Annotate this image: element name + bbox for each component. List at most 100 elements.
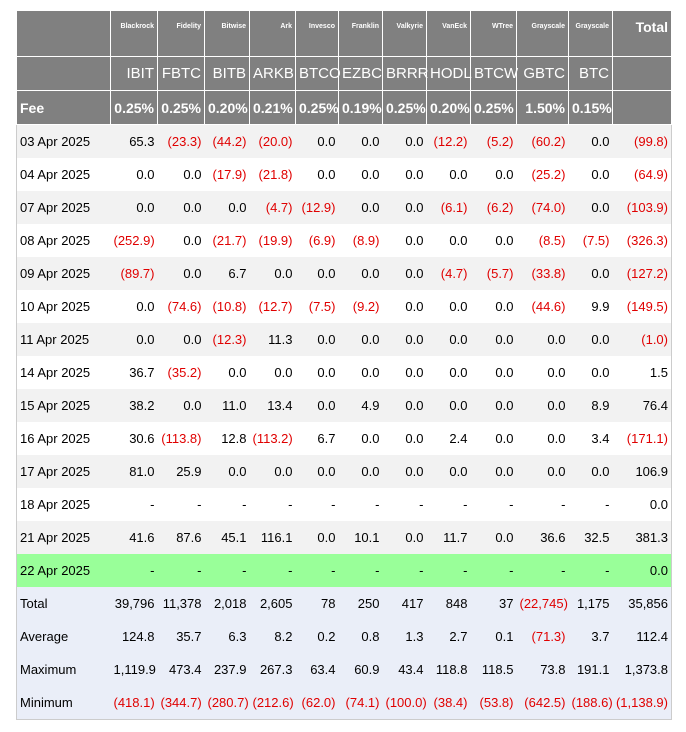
summary-row: Average 124.8 35.7 6.3 8.2 0.2 0.8 1.3 2.7 0.1 (71… [16, 620, 672, 653]
flow-cell: - [470, 554, 517, 587]
flow-cell: 0.0 [295, 257, 339, 290]
summary-cell: (188.6) [568, 686, 613, 720]
flow-cell: (10.8) [204, 290, 250, 323]
flow-cell: 0.0 [382, 124, 427, 158]
fee-value: 0.20% [426, 90, 471, 125]
flow-cell: 11.0 [204, 389, 250, 422]
flow-cell: 0.0 [295, 124, 339, 158]
flow-cell: 0.0 [249, 356, 296, 389]
table-row: 04 Apr 2025 0.0 0.0 (17.9) (21.8) 0.0 0.0 0.0 0.… [16, 158, 672, 191]
flow-cell: 0.0 [204, 356, 250, 389]
flow-cell: 0.0 [568, 158, 613, 191]
flow-cell: - [470, 488, 517, 521]
date-cell: 09 Apr 2025 [16, 257, 111, 290]
flow-cell: 36.7 [110, 356, 158, 389]
summary-cell: (418.1) [110, 686, 158, 720]
flow-cell: (12.3) [204, 323, 250, 356]
flow-cell: (6.2) [470, 191, 517, 224]
flow-cell: 0.0 [295, 521, 339, 554]
summary-cell: (74.1) [338, 686, 383, 720]
table-row: 08 Apr 2025 (252.9) 0.0 (21.7) (19.9) (6.9) (8… [16, 224, 672, 257]
issuer-header: Blackrock [110, 10, 158, 57]
date-cell: 17 Apr 2025 [16, 455, 111, 488]
date-cell: 15 Apr 2025 [16, 389, 111, 422]
date-cell: 16 Apr 2025 [16, 422, 111, 455]
date-cell: 21 Apr 2025 [16, 521, 111, 554]
date-cell: 10 Apr 2025 [16, 290, 111, 323]
issuer-header: Grayscale [568, 10, 613, 57]
ticker-header: BITB [204, 56, 250, 91]
flow-cell: 0.0 [470, 323, 517, 356]
flow-cell: (4.7) [426, 257, 471, 290]
ticker-header: BTC [568, 56, 613, 91]
table-row: 17 Apr 2025 81.0 25.9 0.0 0.0 0.0 0.0 0.0 0.0 0.0… [16, 455, 672, 488]
flow-cell: 0.0 [470, 455, 517, 488]
flow-cell: 0.0 [157, 158, 205, 191]
flow-cell: (326.3) [612, 224, 672, 257]
flow-cell: 0.0 [426, 455, 471, 488]
flow-cell: 0.0 [382, 158, 427, 191]
flow-cell: (8.5) [516, 224, 569, 257]
issuer-header: Franklin [338, 10, 383, 57]
ticker-header: HODL [426, 56, 472, 91]
corner-cell [16, 10, 111, 57]
flow-cell: - [516, 488, 569, 521]
flow-cell: 0.0 [568, 257, 613, 290]
flow-cell: (21.8) [249, 158, 296, 191]
flow-cell: 0.0 [382, 422, 427, 455]
fee-row: Fee 0.25% 0.25% 0.20% 0.21% 0.25% 0.19% 0.25% 0.… [16, 90, 672, 125]
flow-cell: 0.0 [338, 257, 383, 290]
flow-cell: 0.0 [249, 455, 296, 488]
fee-value: 0.21% [249, 90, 296, 125]
flow-cell: - [157, 488, 205, 521]
flow-cell: 0.0 [338, 191, 383, 224]
flow-cell: - [249, 554, 296, 587]
corner-cell [16, 56, 111, 91]
table-row: 14 Apr 2025 36.7 (35.2) 0.0 0.0 0.0 0.0 0.0 0.0 0… [16, 356, 672, 389]
summary-cell: 37 [470, 587, 517, 620]
flow-cell: (7.5) [568, 224, 613, 257]
flow-cell: 76.4 [612, 389, 672, 422]
fee-value: 0.25% [470, 90, 517, 125]
fee-value: 0.25% [382, 90, 427, 125]
flow-cell: 36.6 [516, 521, 569, 554]
summary-cell: 43.4 [382, 653, 427, 686]
flow-cell: 0.0 [516, 422, 569, 455]
flow-cell: (6.1) [426, 191, 471, 224]
flow-cell: (20.0) [249, 124, 296, 158]
date-cell: 18 Apr 2025 [16, 488, 111, 521]
flow-cell: (44.6) [516, 290, 569, 323]
summary-cell: (1,138.9) [612, 686, 672, 720]
flow-cell: 0.0 [295, 158, 339, 191]
fee-value: 0.25% [110, 90, 158, 125]
summary-label: Average [16, 620, 111, 653]
flow-cell: - [426, 488, 471, 521]
flow-cell: (89.7) [110, 257, 158, 290]
summary-row: Total 39,796 11,378 2,018 2,605 78 250 417 848 37… [16, 587, 672, 620]
summary-cell: 848 [426, 587, 471, 620]
flow-cell: 0.0 [204, 191, 250, 224]
issuer-header: Grayscale [516, 10, 569, 57]
ticker-header: BRRR [382, 56, 429, 91]
flow-cell: 0.0 [382, 356, 427, 389]
flow-cell: 25.9 [157, 455, 205, 488]
flow-cell: 0.0 [338, 455, 383, 488]
flow-cell: (149.5) [612, 290, 672, 323]
summary-row: Maximum 1,119.9 473.4 237.9 267.3 63.4 60.9 43.… [16, 653, 672, 686]
flow-cell: (19.9) [249, 224, 296, 257]
summary-cell: 0.2 [295, 620, 339, 653]
fee-value: 0.15% [568, 90, 613, 125]
flow-cell: 0.0 [470, 290, 517, 323]
flow-cell: 0.0 [204, 455, 250, 488]
flow-cell: (12.9) [295, 191, 339, 224]
summary-cell: 0.1 [470, 620, 517, 653]
flow-cell: 87.6 [157, 521, 205, 554]
flow-cell: - [110, 554, 158, 587]
summary-cell: (53.8) [470, 686, 517, 720]
flow-cell: (1.0) [612, 323, 672, 356]
flow-cell: (7.5) [295, 290, 339, 323]
summary-label: Minimum [16, 686, 111, 720]
flow-cell: 6.7 [295, 422, 339, 455]
date-cell: 22 Apr 2025 [16, 554, 111, 587]
summary-cell: (280.7) [204, 686, 250, 720]
